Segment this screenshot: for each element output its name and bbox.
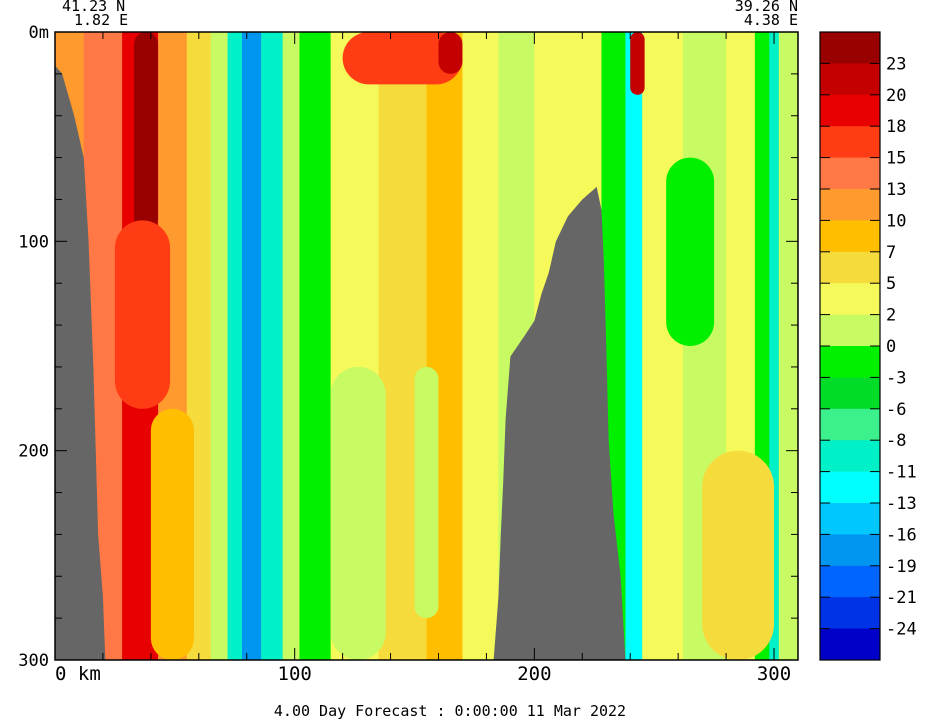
axis-ticks — [54, 31, 798, 661]
field-patch — [702, 450, 775, 660]
left-lat-label: 41.23 N — [62, 0, 125, 15]
left-lon-label: 1.82 E — [74, 11, 128, 29]
field-patch — [630, 32, 645, 95]
colorbar-swatch — [820, 597, 880, 630]
colorbar-label: 20 — [886, 86, 906, 106]
colorbar-swatch — [820, 440, 880, 473]
colorbar-label: 13 — [886, 180, 906, 200]
colorbar-swatch — [820, 189, 880, 221]
colorbar-swatch — [820, 628, 880, 661]
field-patch — [114, 220, 171, 409]
forecast-footer: 4.00 Day Forecast : 0:00:00 11 Mar 2022 — [274, 702, 626, 720]
right-lon-label: 4.38 E — [744, 11, 798, 29]
right-lat-label: 39.26 N — [735, 0, 798, 15]
field-column — [625, 32, 643, 660]
colorbar-label: -3 — [886, 368, 906, 388]
colorbar-label: 10 — [886, 211, 906, 231]
x-tick-label: 100 — [278, 663, 312, 685]
field-column — [210, 32, 229, 660]
field-patch — [342, 32, 463, 85]
y-tick-label: 100 — [18, 232, 49, 252]
colorbar-swatch — [820, 314, 880, 347]
colorbar-label: -19 — [886, 557, 917, 577]
x-tick-label: 300 — [757, 663, 791, 685]
field-column — [642, 32, 684, 660]
field-patch — [150, 408, 195, 660]
colorbar-label: -16 — [886, 525, 917, 545]
colorbar-swatch — [820, 94, 880, 127]
colorbar-swatch — [820, 126, 880, 159]
colorbar-swatch — [820, 32, 880, 64]
colorbar-swatch — [820, 471, 880, 504]
y-tick-label: 200 — [18, 442, 49, 462]
field-column — [462, 32, 499, 660]
colorbar-label: 2 — [886, 306, 896, 326]
colorbar-label: 23 — [886, 54, 906, 74]
colorbar-swatch — [820, 408, 880, 441]
colorbar-label: 7 — [886, 243, 896, 263]
colorbar-swatch — [820, 157, 880, 190]
colorbar-label: 5 — [886, 274, 896, 294]
colorbar-label: 15 — [886, 149, 906, 169]
colorbar-label: -8 — [886, 431, 906, 451]
colorbar-label: -21 — [886, 588, 917, 608]
field-column — [261, 32, 284, 660]
colorbar-swatch — [820, 220, 880, 253]
colorbar-swatch — [820, 534, 880, 567]
field-column — [282, 32, 300, 660]
colorbar-label: 18 — [886, 117, 906, 137]
field-patch — [666, 157, 715, 346]
y-tick-label: 0m — [29, 23, 49, 43]
colorbar-swatch — [820, 503, 880, 535]
colorbar-swatch — [820, 565, 880, 598]
colorbar-swatch — [820, 283, 880, 316]
field-patch — [134, 32, 159, 231]
seamount — [493, 186, 626, 660]
bathymetry-mask — [55, 65, 626, 660]
field-column — [769, 32, 780, 660]
colorbar-label: -24 — [886, 620, 917, 640]
field-column — [227, 32, 243, 660]
x-tick-label: 200 — [517, 663, 551, 685]
colorbar-swatch — [820, 251, 880, 284]
colorbar-swatch — [820, 346, 880, 378]
field-column — [241, 32, 262, 660]
contour-field — [55, 32, 798, 660]
colorbar-label: 0 — [886, 337, 896, 357]
field-patch — [414, 366, 439, 619]
axis-labels: 0 km 100 200 300 0m 100 200 300 — [18, 23, 791, 685]
field-patch — [330, 366, 386, 660]
colorbar-label: -11 — [886, 463, 917, 483]
colorbar-label: -13 — [886, 494, 917, 514]
field-column — [778, 32, 798, 660]
field-column — [299, 32, 332, 660]
plot-frame — [54, 31, 799, 661]
continental-slope — [55, 65, 106, 660]
field-patch — [438, 32, 463, 74]
colorbar-swatch — [820, 377, 880, 410]
x-tick-label: 0 km — [55, 663, 101, 685]
colorbar-swatch — [820, 63, 880, 96]
y-tick-label: 300 — [18, 651, 49, 671]
colorbar-label: -6 — [886, 400, 906, 420]
